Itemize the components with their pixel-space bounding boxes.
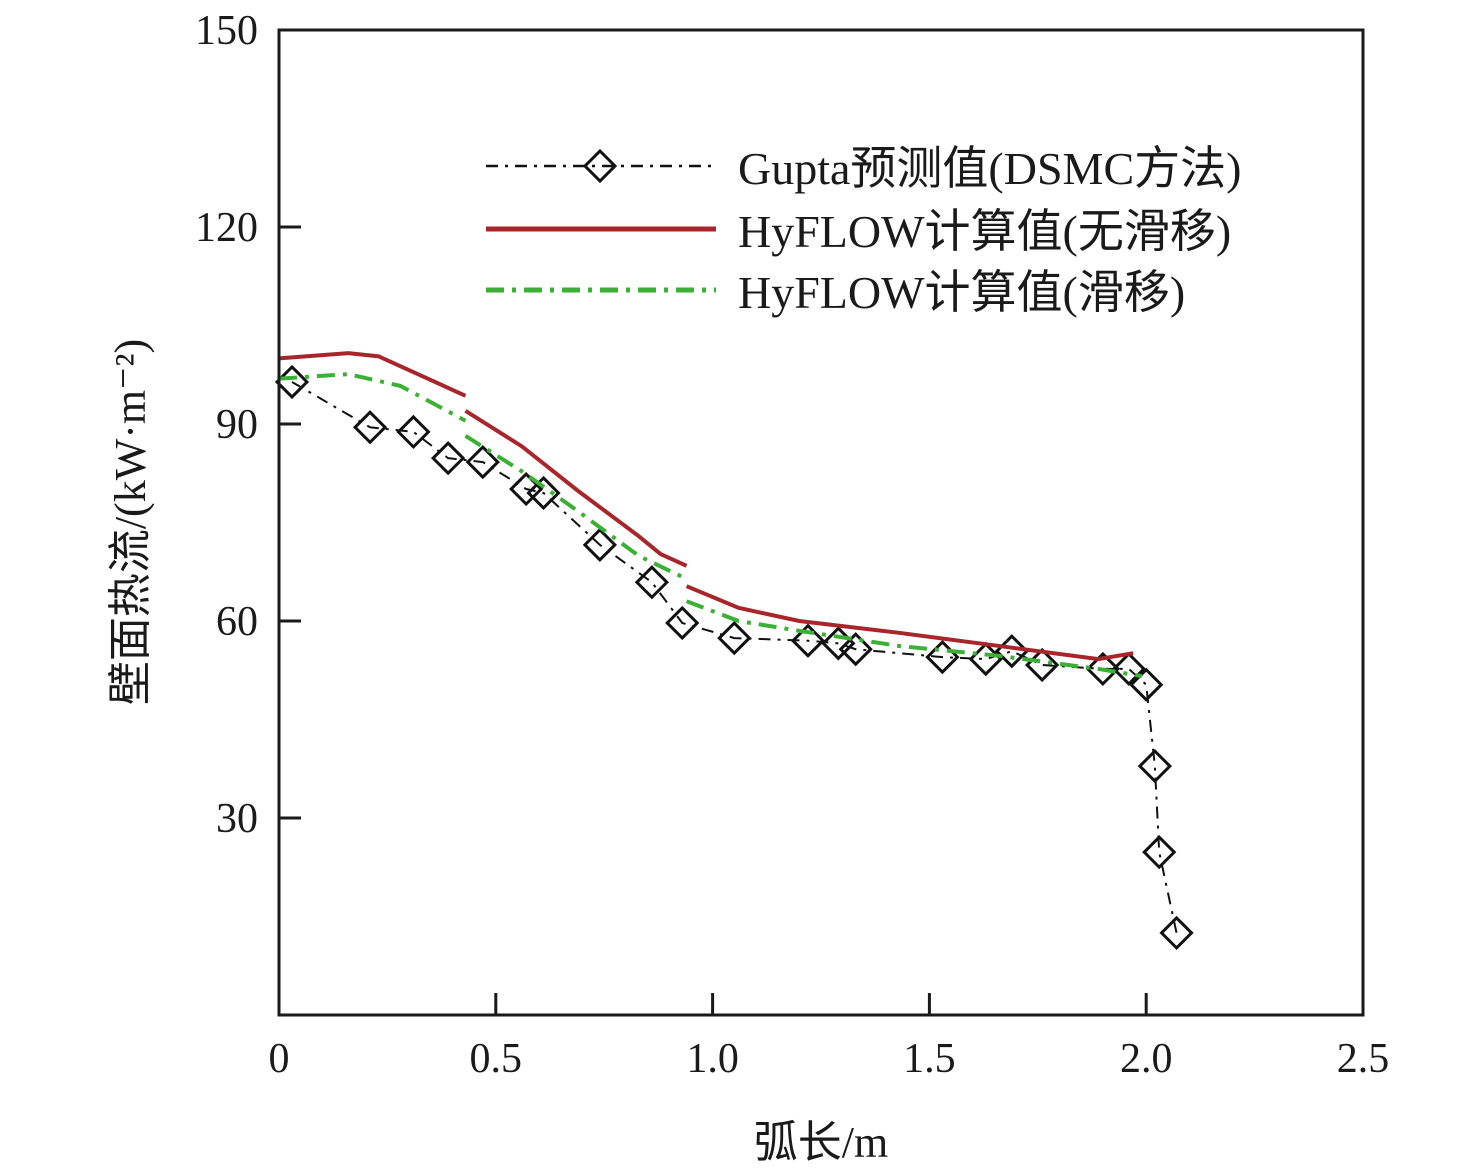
data-point-diamond <box>526 475 561 511</box>
data-point-diamond <box>1085 651 1120 687</box>
series-line <box>685 599 1143 679</box>
series-2 <box>278 372 1143 679</box>
y-tick-label: 150 <box>195 8 258 54</box>
x-tick-label: 2.0 <box>1120 1036 1173 1082</box>
series-layer <box>274 351 1194 951</box>
data-point-diamond <box>352 410 388 445</box>
legend-diamond-marker <box>582 148 618 184</box>
series-line <box>685 584 1134 662</box>
series-0 <box>274 364 1194 951</box>
series-1 <box>278 351 1134 662</box>
y-tick-label: 90 <box>216 402 258 448</box>
series-line <box>464 434 688 581</box>
data-point-diamond <box>1142 835 1177 870</box>
data-point-diamond <box>396 414 431 450</box>
data-point-diamond <box>634 565 670 600</box>
data-point-diamond <box>1137 749 1172 784</box>
series-line <box>464 409 688 568</box>
data-point-diamond <box>790 623 826 658</box>
x-tick-label: 0.5 <box>470 1036 523 1082</box>
data-point-diamond <box>430 441 466 476</box>
x-tick-label: 1.5 <box>903 1036 956 1082</box>
data-point-diamond <box>1129 667 1164 702</box>
data-point-diamond <box>717 620 752 656</box>
data-point-diamond <box>465 444 500 480</box>
data-point-diamond <box>1111 651 1146 687</box>
series-line <box>278 372 467 423</box>
y-tick-label: 60 <box>216 599 258 645</box>
data-point-diamond <box>582 527 617 562</box>
legend-label: Gupta预测值(DSMC方法) <box>738 143 1241 194</box>
plot-frame <box>277 28 1365 1017</box>
y-tick-label: 120 <box>195 205 258 251</box>
series-line <box>278 351 467 398</box>
x-tick-label: 1.0 <box>686 1036 739 1082</box>
y-axis-label: 壁面热流/(kW·m⁻²) <box>106 339 155 705</box>
legend: Gupta预测值(DSMC方法) HyFLOW计算值(无滑移) HyFLOW计算值(… <box>486 143 1241 318</box>
series-line <box>291 381 1178 934</box>
x-tick-label: 2.5 <box>1337 1036 1390 1082</box>
legend-label: HyFLOW计算值(滑移) <box>738 267 1185 318</box>
legend-label: HyFLOW计算值(无滑移) <box>738 206 1231 257</box>
data-point-diamond <box>665 605 700 641</box>
data-point-diamond <box>838 632 873 667</box>
axis-ticks: 0 0.5 1.0 1.5 2.0 2.5 30 60 90 120 150 <box>195 8 1389 1082</box>
data-point-diamond <box>994 634 1029 669</box>
x-tick-label: 0 <box>269 1036 290 1082</box>
y-tick-label: 30 <box>216 796 258 842</box>
data-point-diamond <box>1159 915 1194 951</box>
x-axis-label: 弧长/m <box>754 1118 888 1167</box>
data-point-diamond <box>968 641 1003 677</box>
